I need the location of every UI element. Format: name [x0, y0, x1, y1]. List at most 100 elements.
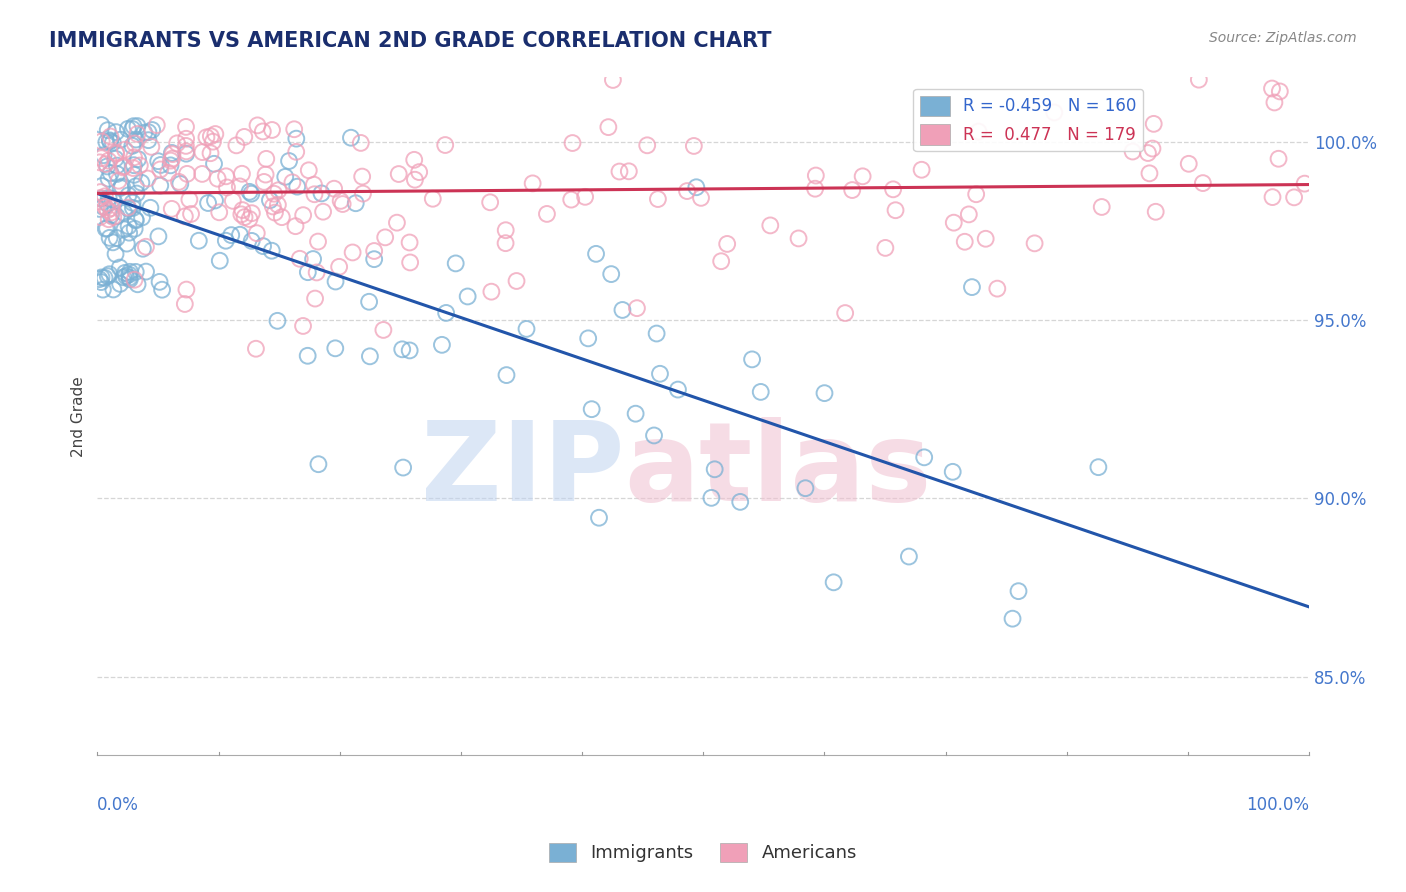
- Point: [179, 193, 201, 207]
- Point: [173, 210, 195, 224]
- Point: [200, 146, 222, 161]
- Point: [98, 134, 121, 148]
- Point: [160, 145, 183, 160]
- Point: [602, 73, 624, 87]
- Point: [311, 186, 333, 201]
- Point: [200, 129, 222, 144]
- Point: [93, 271, 115, 285]
- Point: [292, 318, 315, 333]
- Point: [105, 167, 128, 181]
- Point: [710, 254, 733, 268]
- Point: [285, 131, 308, 145]
- Point: [148, 154, 170, 169]
- Point: [100, 205, 122, 219]
- Point: [682, 139, 704, 153]
- Point: [103, 283, 125, 297]
- Point: [636, 138, 658, 153]
- Point: [149, 158, 172, 172]
- Point: [117, 121, 139, 136]
- Point: [97, 153, 120, 168]
- Point: [1294, 177, 1316, 191]
- Point: [187, 234, 209, 248]
- Point: [118, 265, 141, 279]
- Point: [149, 178, 172, 193]
- Point: [495, 236, 517, 251]
- Point: [108, 260, 131, 275]
- Point: [960, 280, 983, 294]
- Point: [240, 206, 263, 220]
- Point: [374, 230, 396, 244]
- Point: [176, 167, 198, 181]
- Point: [953, 235, 976, 249]
- Point: [430, 338, 453, 352]
- Point: [110, 181, 132, 195]
- Point: [1261, 190, 1284, 204]
- Point: [96, 160, 118, 174]
- Point: [716, 236, 738, 251]
- Point: [98, 133, 121, 147]
- Point: [146, 118, 169, 132]
- Point: [270, 210, 292, 224]
- Point: [267, 198, 290, 212]
- Point: [457, 289, 479, 303]
- Point: [965, 187, 987, 202]
- Point: [132, 242, 155, 256]
- Point: [288, 252, 311, 266]
- Point: [160, 153, 183, 168]
- Point: [260, 244, 283, 258]
- Point: [231, 167, 253, 181]
- Point: [759, 219, 782, 233]
- Point: [148, 229, 170, 244]
- Point: [332, 197, 354, 211]
- Point: [479, 285, 502, 299]
- Point: [1143, 117, 1166, 131]
- Point: [363, 244, 385, 258]
- Point: [231, 207, 253, 221]
- Point: [124, 221, 146, 235]
- Point: [1263, 95, 1285, 110]
- Point: [1261, 81, 1284, 95]
- Point: [96, 135, 118, 149]
- Point: [967, 124, 990, 138]
- Point: [581, 402, 603, 417]
- Point: [305, 265, 328, 279]
- Point: [342, 245, 364, 260]
- Point: [254, 168, 277, 182]
- Point: [222, 194, 245, 208]
- Point: [208, 253, 231, 268]
- Point: [135, 240, 157, 254]
- Point: [648, 367, 671, 381]
- Point: [264, 205, 287, 219]
- Point: [233, 129, 256, 144]
- Legend: Immigrants, Americans: Immigrants, Americans: [541, 836, 865, 870]
- Point: [159, 158, 181, 172]
- Point: [219, 228, 242, 243]
- Point: [588, 510, 610, 524]
- Point: [121, 195, 143, 210]
- Point: [1087, 460, 1109, 475]
- Point: [285, 179, 308, 194]
- Point: [666, 383, 689, 397]
- Text: IMMIGRANTS VS AMERICAN 2ND GRADE CORRELATION CHART: IMMIGRANTS VS AMERICAN 2ND GRADE CORRELA…: [49, 31, 772, 51]
- Point: [100, 166, 122, 180]
- Point: [174, 120, 197, 134]
- Point: [253, 175, 276, 189]
- Point: [229, 179, 252, 194]
- Point: [105, 125, 128, 139]
- Point: [121, 139, 143, 153]
- Point: [422, 192, 444, 206]
- Point: [685, 180, 707, 194]
- Point: [114, 222, 136, 236]
- Point: [97, 202, 120, 217]
- Point: [117, 202, 139, 216]
- Point: [111, 179, 134, 194]
- Text: atlas: atlas: [624, 417, 932, 524]
- Point: [125, 213, 148, 227]
- Point: [240, 186, 263, 201]
- Point: [117, 188, 139, 202]
- Point: [398, 235, 420, 250]
- Point: [162, 147, 184, 161]
- Point: [91, 200, 114, 214]
- Point: [292, 208, 315, 222]
- Point: [600, 267, 623, 281]
